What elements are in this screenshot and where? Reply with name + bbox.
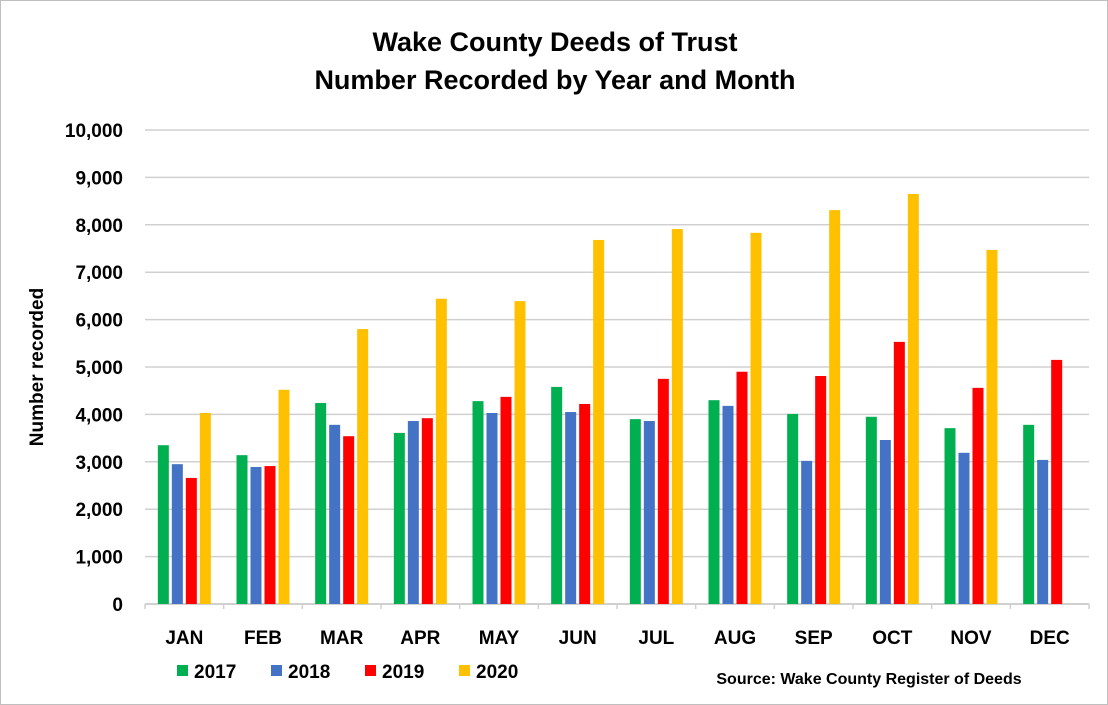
legend-swatch-2019 (365, 665, 376, 676)
bar-2020-sep (829, 210, 841, 604)
bar-2019-sep (815, 376, 827, 604)
y-axis-label: Number recorded (27, 288, 48, 446)
chart-title-line-2: Number Recorded by Year and Month (314, 65, 795, 95)
x-tick-label: JAN (165, 628, 203, 649)
x-tick-label: MAY (479, 628, 520, 649)
bar-2019-apr (421, 418, 433, 604)
y-tick-label: 0 (112, 595, 123, 616)
x-tick-label: OCT (872, 628, 913, 649)
legend-label-2017: 2017 (194, 662, 236, 683)
bar-2020-aug (750, 232, 762, 604)
bar-2020-jul (671, 229, 683, 605)
bar-2017-jun (551, 386, 563, 604)
y-tick-label: 4,000 (75, 405, 123, 426)
x-tick-label: FEB (244, 628, 282, 649)
bar-2020-jun (593, 239, 605, 604)
chart-title-line-1: Wake County Deeds of Trust (372, 27, 737, 57)
bar-2018-feb (250, 467, 262, 604)
bar-2019-jan (185, 477, 197, 604)
bar-2019-jun (579, 403, 591, 604)
x-tick-label: JUN (559, 628, 597, 649)
bar-2018-mar (329, 424, 341, 604)
bar-2018-jul (643, 421, 655, 604)
bar-2017-apr (393, 432, 405, 604)
bar-2019-nov (972, 387, 984, 604)
bar-2018-jan (171, 464, 183, 604)
legend-label-2020: 2020 (476, 662, 518, 683)
x-tick-label: APR (400, 628, 440, 649)
y-tick-label: 10,000 (65, 121, 123, 142)
bar-2020-jan (199, 412, 211, 604)
bar-2020-oct (907, 193, 919, 605)
x-tick-label: JUL (638, 628, 674, 649)
bar-2019-may (500, 396, 512, 604)
bar-2019-aug (736, 371, 748, 604)
bar-2017-mar (315, 403, 327, 604)
y-tick-label: 5,000 (75, 358, 123, 379)
bar-2018-nov (958, 452, 970, 604)
y-tick-label: 8,000 (75, 216, 123, 237)
bar-2017-dec (1023, 424, 1035, 604)
bar-2018-aug (722, 405, 734, 604)
bar-2017-sep (787, 413, 799, 604)
bar-2019-dec (1051, 359, 1063, 604)
bar-2017-feb (236, 455, 248, 604)
bar-2018-may (486, 412, 498, 604)
legend-label-2019: 2019 (382, 662, 424, 683)
bar-2020-nov (986, 249, 998, 604)
legend-swatch-2017 (177, 665, 188, 676)
bar-2019-mar (343, 436, 355, 604)
y-tick-label: 1,000 (75, 548, 123, 569)
source-annotation: Source: Wake County Register of Deeds (716, 671, 1021, 688)
legend-label-2018: 2018 (288, 662, 330, 683)
y-tick-label: 7,000 (75, 263, 123, 284)
bar-2018-sep (801, 460, 813, 604)
x-tick-label: MAR (320, 628, 364, 649)
y-tick-label: 9,000 (75, 168, 123, 189)
bar-2020-mar (357, 329, 369, 604)
bar-2018-jun (565, 412, 577, 604)
bar-2020-may (514, 301, 526, 604)
bar-2018-oct (879, 439, 891, 604)
legend-swatch-2020 (459, 665, 470, 676)
bar-2019-oct (893, 341, 905, 604)
bar-2019-feb (264, 466, 276, 604)
bar-2017-aug (708, 400, 720, 604)
bar-2017-may (472, 401, 484, 604)
bar-2017-jul (629, 419, 641, 604)
y-tick-label: 3,000 (75, 453, 123, 474)
bar-2020-feb (278, 389, 290, 604)
bar-2018-apr (407, 421, 419, 604)
x-tick-label: DEC (1030, 628, 1070, 649)
x-tick-label: NOV (950, 628, 992, 649)
x-tick-label: AUG (714, 628, 756, 649)
bar-2020-apr (435, 298, 447, 604)
x-tick-label: SEP (795, 628, 833, 649)
bar-2018-dec (1037, 459, 1049, 604)
bar-2017-oct (865, 416, 877, 604)
bar-2019-jul (657, 378, 669, 604)
y-tick-label: 2,000 (75, 500, 123, 521)
bar-2017-jan (157, 445, 169, 604)
bar-2017-nov (944, 428, 956, 604)
legend-swatch-2018 (271, 665, 282, 676)
y-tick-label: 6,000 (75, 311, 123, 332)
